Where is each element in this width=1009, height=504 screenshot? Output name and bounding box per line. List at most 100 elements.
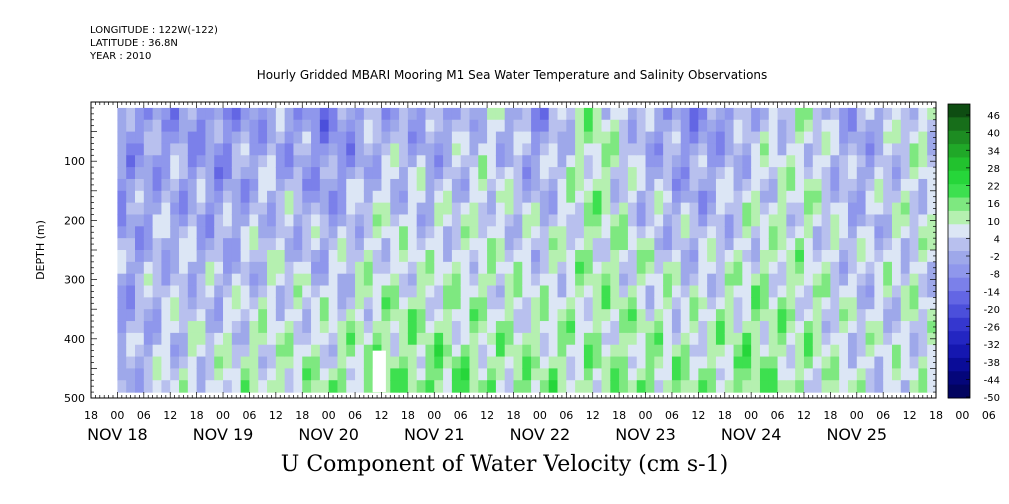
heatmap-cell: [856, 297, 867, 310]
heatmap-cell: [636, 380, 647, 393]
heatmap-cell: [214, 214, 224, 227]
heatmap-cell: [610, 344, 620, 358]
heatmap-cell: [689, 143, 699, 156]
heatmap-cell: [548, 297, 559, 310]
heatmap-cell: [504, 261, 515, 275]
heatmap-cell: [223, 273, 233, 287]
heatmap-cell: [812, 285, 823, 298]
heatmap-cell: [610, 167, 620, 180]
heatmap-cell: [495, 238, 506, 251]
heatmap-cell: [223, 344, 233, 358]
heatmap-cell: [460, 202, 471, 216]
heatmap-cell: [795, 261, 805, 275]
x-tick-label: 12: [163, 409, 177, 422]
heatmap-cell: [671, 250, 682, 263]
heatmap-cell: [900, 178, 911, 192]
heatmap-cell: [487, 261, 497, 275]
heatmap-cell: [821, 178, 831, 192]
heatmap-cell: [900, 356, 911, 369]
heatmap-cell: [663, 155, 673, 168]
heatmap-cell: [390, 226, 400, 239]
heatmap-cell: [443, 190, 453, 204]
heatmap-cell: [812, 332, 823, 346]
heatmap-cell: [918, 131, 928, 145]
heatmap-cell: [355, 250, 365, 263]
heatmap-cell: [839, 155, 849, 168]
heatmap-cell: [671, 273, 682, 287]
x-tick-label: 00: [955, 409, 969, 422]
heatmap-cell: [143, 131, 154, 145]
heatmap-cell: [575, 261, 585, 275]
colorbar-swatch: [948, 130, 970, 145]
heatmap-cell: [557, 119, 567, 133]
heatmap-cell: [566, 368, 576, 381]
heatmap-cell: [786, 155, 796, 168]
heatmap-cell: [583, 368, 594, 381]
heatmap-cell: [487, 368, 497, 381]
heatmap-cell: [795, 380, 805, 393]
heatmap-cell: [152, 238, 163, 251]
heatmap-cell: [742, 321, 752, 334]
heatmap-cell: [803, 297, 814, 310]
heatmap-cell: [707, 119, 717, 133]
heatmap-cell: [355, 321, 365, 334]
heatmap-cell: [768, 261, 779, 275]
heatmap-cell: [267, 238, 277, 251]
heatmap-cell: [592, 167, 603, 180]
heatmap-cell: [469, 250, 479, 263]
heatmap-cell: [768, 344, 779, 358]
heatmap-cell: [478, 380, 488, 393]
heatmap-cell: [689, 380, 699, 393]
heatmap-cell: [663, 214, 673, 227]
heatmap-cell: [416, 250, 427, 263]
heatmap-cell: [539, 238, 550, 251]
heatmap-cell: [451, 178, 462, 192]
heatmap-cells: [117, 107, 937, 393]
heatmap-cell: [883, 309, 893, 322]
heatmap-cell: [865, 167, 875, 180]
heatmap-cell: [680, 356, 691, 369]
heatmap-cell: [399, 309, 409, 322]
heatmap-cell: [372, 167, 383, 180]
heatmap-cell: [143, 332, 154, 346]
heatmap-cell: [654, 107, 664, 121]
heatmap-cell: [707, 214, 717, 227]
heatmap-cell: [240, 107, 251, 121]
heatmap-cell: [311, 332, 321, 346]
heatmap-cell: [522, 297, 532, 310]
heatmap-cell: [328, 155, 339, 168]
heatmap-cell: [478, 356, 488, 369]
heatmap-cell: [434, 332, 444, 346]
heatmap-cell: [425, 167, 435, 180]
heatmap-cell: [381, 131, 391, 145]
heatmap-cell: [460, 297, 471, 310]
heatmap-cell: [601, 261, 611, 275]
heatmap-cell: [795, 167, 805, 180]
heatmap-cell: [636, 297, 647, 310]
heatmap-cell: [751, 178, 761, 192]
heatmap-cell: [715, 143, 726, 156]
heatmap-cell: [170, 380, 180, 393]
heatmap-cell: [434, 190, 444, 204]
heatmap-cell: [161, 226, 171, 239]
colorbar-label: 28: [987, 164, 1000, 175]
heatmap-cell: [645, 297, 655, 310]
heatmap-cell: [267, 131, 277, 145]
heatmap-cell: [487, 332, 497, 346]
heatmap-cell: [522, 226, 532, 239]
x-tick-label: 12: [480, 409, 494, 422]
heatmap-cell: [891, 143, 902, 156]
heatmap-cell: [592, 273, 603, 287]
heatmap-cell: [196, 321, 207, 334]
heatmap-cell: [707, 238, 717, 251]
heatmap-cell: [443, 178, 453, 192]
heatmap-cell: [196, 309, 207, 322]
heatmap-cell: [592, 178, 603, 192]
heatmap-cell: [883, 178, 893, 192]
heatmap-cell: [407, 250, 418, 263]
heatmap-cell: [249, 167, 259, 180]
heatmap-cell: [627, 321, 638, 334]
heatmap-cell: [346, 250, 356, 263]
heatmap-cell: [636, 107, 647, 121]
heatmap-cell: [337, 368, 347, 381]
